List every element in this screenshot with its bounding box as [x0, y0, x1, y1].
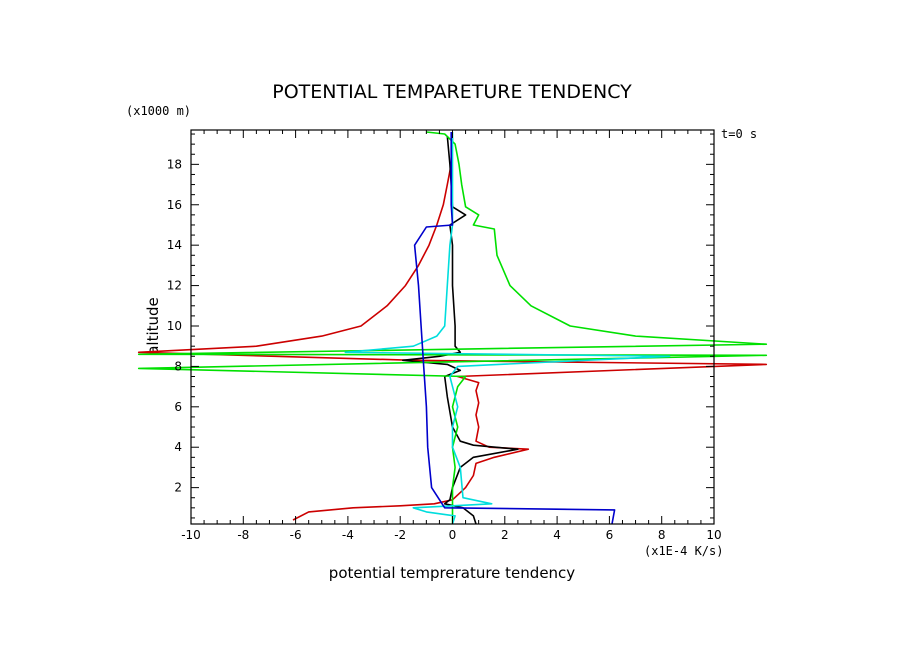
- y-tick-label: 2: [174, 481, 182, 495]
- plot-frame: [190, 129, 715, 525]
- y-tick-label: 14: [167, 238, 182, 252]
- y-tick-label: 8: [174, 359, 182, 373]
- x-tick-label: 0: [449, 528, 457, 542]
- y-tick-label: 12: [167, 279, 182, 293]
- series-line-3: [137, 131, 768, 524]
- series-line-1: [137, 138, 768, 521]
- tick-label-layer: -10 -8 -6 -4 -2 0 2 4 6 8 10 2 4 6 8 10 12 14 16 18: [167, 157, 722, 542]
- x-tick-label: 10: [706, 528, 721, 542]
- x-tick-label: -10: [181, 528, 201, 542]
- chart-title: POTENTIAL TEMPARETURE TENDENCY: [272, 81, 632, 103]
- x-axis-label: potential temprerature tendency: [329, 564, 576, 582]
- y-tick-label: 4: [174, 440, 182, 454]
- x-tick-label: 6: [606, 528, 614, 542]
- x-tick-label: -4: [342, 528, 354, 542]
- series-layer: [137, 131, 768, 524]
- tick-layer: [190, 130, 715, 524]
- y-tick-label: 18: [167, 157, 182, 171]
- x-tick-label: -6: [290, 528, 302, 542]
- y-tick-label: 10: [167, 319, 182, 333]
- series-line-4: [344, 132, 671, 524]
- y-axis-label: altitude: [144, 297, 162, 355]
- time-annotation: t=0 s: [721, 127, 757, 141]
- series-line-5: [413, 132, 616, 524]
- x-unit-label: (x1E-4 K/s): [644, 544, 723, 558]
- y-unit-label: (x1000 m): [126, 104, 191, 118]
- series-line-2: [402, 136, 519, 524]
- x-tick-label: -2: [394, 528, 406, 542]
- x-tick-label: 2: [501, 528, 509, 542]
- y-tick-label: 16: [167, 198, 182, 212]
- x-tick-label: -8: [237, 528, 249, 542]
- y-tick-label: 6: [174, 400, 182, 414]
- x-tick-label: 4: [553, 528, 561, 542]
- x-tick-label: 8: [658, 528, 666, 542]
